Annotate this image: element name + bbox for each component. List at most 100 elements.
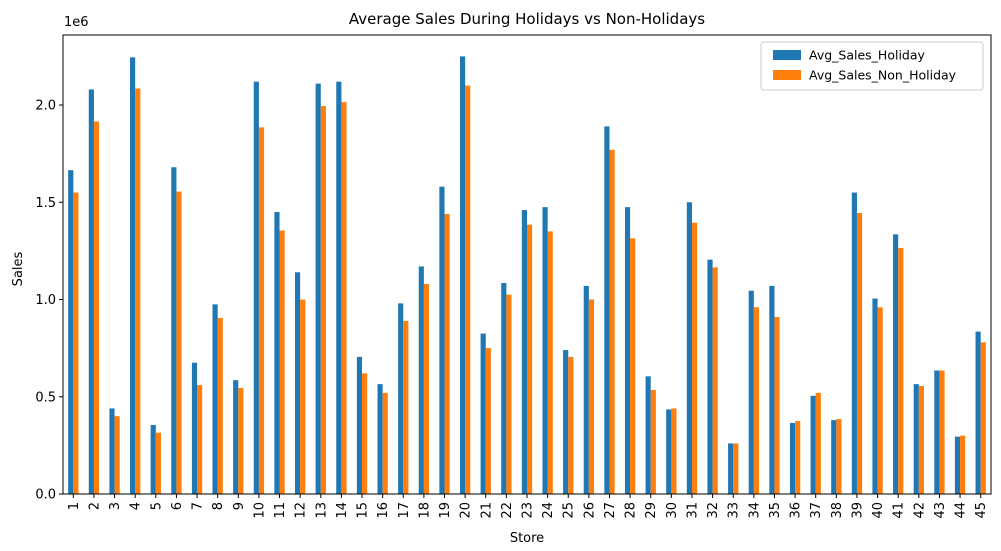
x-tick-label: 36 [789,502,804,519]
x-tick-label: 41 [892,502,907,519]
legend-box [760,41,984,91]
x-tick-label: 11 [273,502,288,519]
x-tick-label: 5 [149,502,164,510]
bar-holiday-store-27 [604,126,610,494]
legend-entry-label: Avg_Sales_Non_Holiday [809,68,957,83]
bar-holiday-store-13 [315,83,321,495]
bar-non-holiday-store-7 [197,385,203,494]
x-tick-label: 32 [706,502,721,519]
bar-holiday-store-37 [810,395,816,494]
bar-non-holiday-store-34 [753,307,759,494]
bar-non-holiday-store-45 [980,342,986,494]
bar-holiday-store-32 [707,259,713,494]
x-tick-label: 34 [747,502,762,519]
bar-holiday-store-5 [150,424,156,494]
x-tick-label: 29 [644,502,659,519]
bar-non-holiday-store-26 [588,299,595,494]
bar-holiday-store-36 [789,423,796,494]
x-ticks-group: 1 2 3 4 5 6 7 8 9 10 11 12 13 14 15 16 17 18 19 20 21 22 23 24 2… [67,494,989,519]
bar-holiday-store-40 [872,298,878,494]
legend-swatch [773,50,801,60]
x-tick-label: 42 [912,502,927,519]
x-tick-label: 30 [665,502,680,519]
y-ticks-group: 0.0 0.5 1.0 1.5 2.0 [35,99,63,503]
bar-holiday-store-11 [274,211,280,495]
bar-non-holiday-store-41 [898,247,904,494]
bar-holiday-store-19 [439,186,445,494]
bar-non-holiday-store-9 [238,388,244,494]
bar-holiday-store-20 [459,56,466,494]
bar-holiday-store-15 [356,356,363,494]
bar-non-holiday-store-16 [382,392,388,494]
bar-holiday-store-31 [686,202,692,494]
bar-non-holiday-store-43 [939,370,945,494]
x-tick-label: 25 [562,502,577,519]
bar-non-holiday-store-38 [836,419,842,494]
bar-holiday-store-14 [336,81,342,495]
x-tick-label: 21 [479,502,494,519]
bar-holiday-store-28 [624,207,631,494]
x-tick-label: 43 [933,502,948,519]
bar-non-holiday-store-1 [73,192,79,495]
bar-non-holiday-store-40 [877,307,883,494]
bar-holiday-store-38 [831,420,837,494]
x-tick-label: 38 [830,502,845,519]
bar-holiday-store-6 [171,167,177,494]
bar-non-holiday-store-8 [217,317,223,494]
x-tick-label: 4 [129,502,144,510]
legend: Avg_Sales_Holiday Avg_Sales_Non_Holiday [760,41,984,91]
bar-non-holiday-store-11 [279,230,285,494]
legend-swatch [773,70,801,80]
bar-non-holiday-store-18 [423,283,430,494]
bar-holiday-store-26 [583,285,589,494]
bar-non-holiday-store-2 [93,121,100,495]
bar-non-holiday-store-27 [609,149,615,494]
bar-non-holiday-store-44 [960,435,966,494]
bar-holiday-store-23 [521,210,527,495]
x-tick-label: 20 [459,502,474,519]
bar-non-holiday-store-6 [176,191,182,494]
legend-entry-label: Avg_Sales_Holiday [809,48,926,63]
x-tick-label: 26 [582,502,597,519]
x-tick-label: 8 [211,502,226,510]
bar-non-holiday-store-14 [341,102,347,494]
bars-group [68,56,986,495]
bar-holiday-store-1 [68,170,74,495]
x-tick-label: 9 [232,502,247,510]
x-tick-label: 45 [974,502,989,519]
bar-holiday-store-30 [666,409,672,494]
x-tick-label: 31 [685,502,700,519]
x-tick-label: 17 [397,502,412,519]
bar-holiday-store-43 [934,370,940,494]
x-tick-label: 1 [67,502,82,510]
plot-frame [62,34,992,495]
y-offset-label: 1e6 [64,15,89,30]
bar-holiday-store-3 [109,408,115,494]
x-tick-label: 28 [624,502,639,519]
bar-non-holiday-store-3 [114,416,120,494]
x-tick-label: 14 [335,502,350,519]
y-tick-label: 1.0 [35,293,56,308]
x-tick-label: 6 [170,502,185,510]
y-tick-label: 1.5 [35,196,56,211]
bar-non-holiday-store-39 [856,212,863,494]
bar-non-holiday-store-28 [630,238,636,494]
bar-holiday-store-17 [398,303,404,494]
bar-holiday-store-10 [253,81,259,495]
bar-holiday-store-42 [913,384,919,494]
bar-holiday-store-33 [728,443,734,494]
bar-non-holiday-store-32 [712,267,718,494]
bar-holiday-store-18 [418,266,424,494]
bar-holiday-store-8 [212,304,218,494]
bar-holiday-store-34 [748,290,754,494]
bar-non-holiday-store-20 [465,85,471,494]
x-tick-label: 19 [438,502,453,519]
bar-non-holiday-store-12 [300,299,306,494]
bar-holiday-store-22 [501,282,507,494]
x-tick-label: 7 [191,502,206,510]
bar-non-holiday-store-15 [362,373,368,494]
bar-holiday-store-21 [480,333,486,494]
bar-holiday-store-9 [233,380,239,494]
x-tick-label: 10 [252,502,267,519]
x-tick-label: 2 [87,502,102,510]
